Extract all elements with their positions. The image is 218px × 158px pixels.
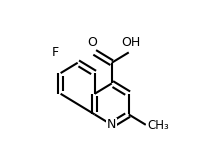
Text: CH₃: CH₃ [147,118,169,132]
Text: N: N [107,118,116,131]
Text: F: F [52,46,59,59]
Text: O: O [87,36,97,49]
Text: OH: OH [122,36,141,49]
